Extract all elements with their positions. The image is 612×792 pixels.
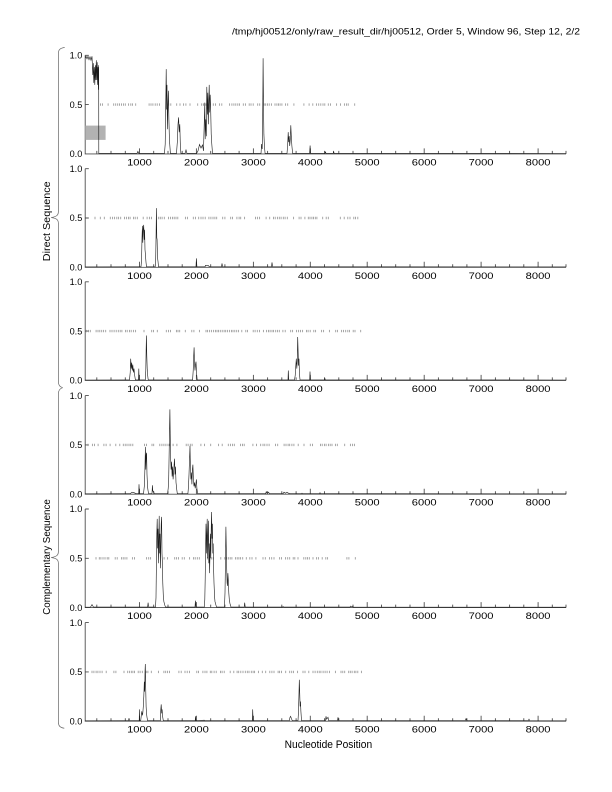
svg-text:1.0: 1.0	[70, 51, 83, 61]
svg-text:0.0: 0.0	[70, 376, 83, 386]
svg-text:1000: 1000	[127, 611, 152, 621]
svg-text:1.0: 1.0	[70, 391, 83, 401]
svg-text:8000: 8000	[526, 384, 551, 394]
svg-text:5000: 5000	[355, 498, 380, 508]
svg-text:2000: 2000	[184, 611, 209, 621]
svg-text:/tmp/hj00512/only/raw_result_d: /tmp/hj00512/only/raw_result_dir/hj00512…	[232, 26, 580, 37]
svg-text:0.5: 0.5	[70, 440, 83, 450]
svg-text:5000: 5000	[355, 611, 380, 621]
svg-text:2000: 2000	[184, 384, 209, 394]
svg-text:6000: 6000	[412, 611, 437, 621]
svg-text:1000: 1000	[127, 157, 152, 167]
svg-text:6000: 6000	[412, 384, 437, 394]
svg-text:8000: 8000	[526, 157, 551, 167]
svg-text:8000: 8000	[526, 498, 551, 508]
svg-text:7000: 7000	[469, 271, 494, 281]
svg-text:0.0: 0.0	[70, 263, 83, 273]
svg-text:1.0: 1.0	[70, 504, 83, 514]
svg-text:4000: 4000	[298, 498, 323, 508]
svg-text:4000: 4000	[298, 611, 323, 621]
svg-text:7000: 7000	[469, 157, 494, 167]
svg-text:0.0: 0.0	[70, 603, 83, 613]
svg-text:6000: 6000	[412, 498, 437, 508]
svg-text:0.0: 0.0	[70, 149, 83, 159]
svg-text:5000: 5000	[355, 384, 380, 394]
svg-text:1000: 1000	[127, 725, 152, 735]
svg-text:7000: 7000	[469, 611, 494, 621]
svg-text:3000: 3000	[241, 498, 266, 508]
svg-text:1000: 1000	[127, 271, 152, 281]
svg-text:1.0: 1.0	[70, 277, 83, 287]
svg-text:0.5: 0.5	[70, 100, 83, 110]
svg-text:Direct Sequence: Direct Sequence	[42, 181, 53, 261]
svg-text:8000: 8000	[526, 611, 551, 621]
svg-text:8000: 8000	[526, 271, 551, 281]
svg-text:3000: 3000	[241, 725, 266, 735]
svg-text:0.5: 0.5	[70, 667, 83, 677]
svg-text:Complementary Sequence: Complementary Sequence	[42, 499, 53, 615]
svg-text:2000: 2000	[184, 157, 209, 167]
svg-text:Nucleotide Position: Nucleotide Position	[285, 739, 373, 751]
svg-text:7000: 7000	[469, 725, 494, 735]
svg-text:0.0: 0.0	[70, 716, 83, 726]
svg-text:6000: 6000	[412, 725, 437, 735]
svg-text:7000: 7000	[469, 384, 494, 394]
svg-text:3000: 3000	[241, 271, 266, 281]
svg-text:0.0: 0.0	[70, 489, 83, 499]
svg-text:3000: 3000	[241, 611, 266, 621]
svg-text:3000: 3000	[241, 384, 266, 394]
svg-text:8000: 8000	[526, 725, 551, 735]
svg-text:1.0: 1.0	[70, 164, 83, 174]
svg-text:1000: 1000	[127, 498, 152, 508]
svg-text:5000: 5000	[355, 157, 380, 167]
svg-text:2000: 2000	[184, 498, 209, 508]
svg-text:2000: 2000	[184, 271, 209, 281]
svg-text:5000: 5000	[355, 271, 380, 281]
svg-text:4000: 4000	[298, 725, 323, 735]
svg-text:1.0: 1.0	[70, 618, 83, 628]
svg-text:0.5: 0.5	[70, 554, 83, 564]
svg-text:3000: 3000	[241, 157, 266, 167]
svg-text:4000: 4000	[298, 157, 323, 167]
svg-text:5000: 5000	[355, 725, 380, 735]
svg-text:6000: 6000	[412, 271, 437, 281]
svg-text:7000: 7000	[469, 498, 494, 508]
svg-text:2000: 2000	[184, 725, 209, 735]
svg-text:6000: 6000	[412, 157, 437, 167]
svg-text:0.5: 0.5	[70, 326, 83, 336]
svg-text:4000: 4000	[298, 384, 323, 394]
svg-text:0.5: 0.5	[70, 213, 83, 223]
svg-text:4000: 4000	[298, 271, 323, 281]
svg-text:1000: 1000	[127, 384, 152, 394]
